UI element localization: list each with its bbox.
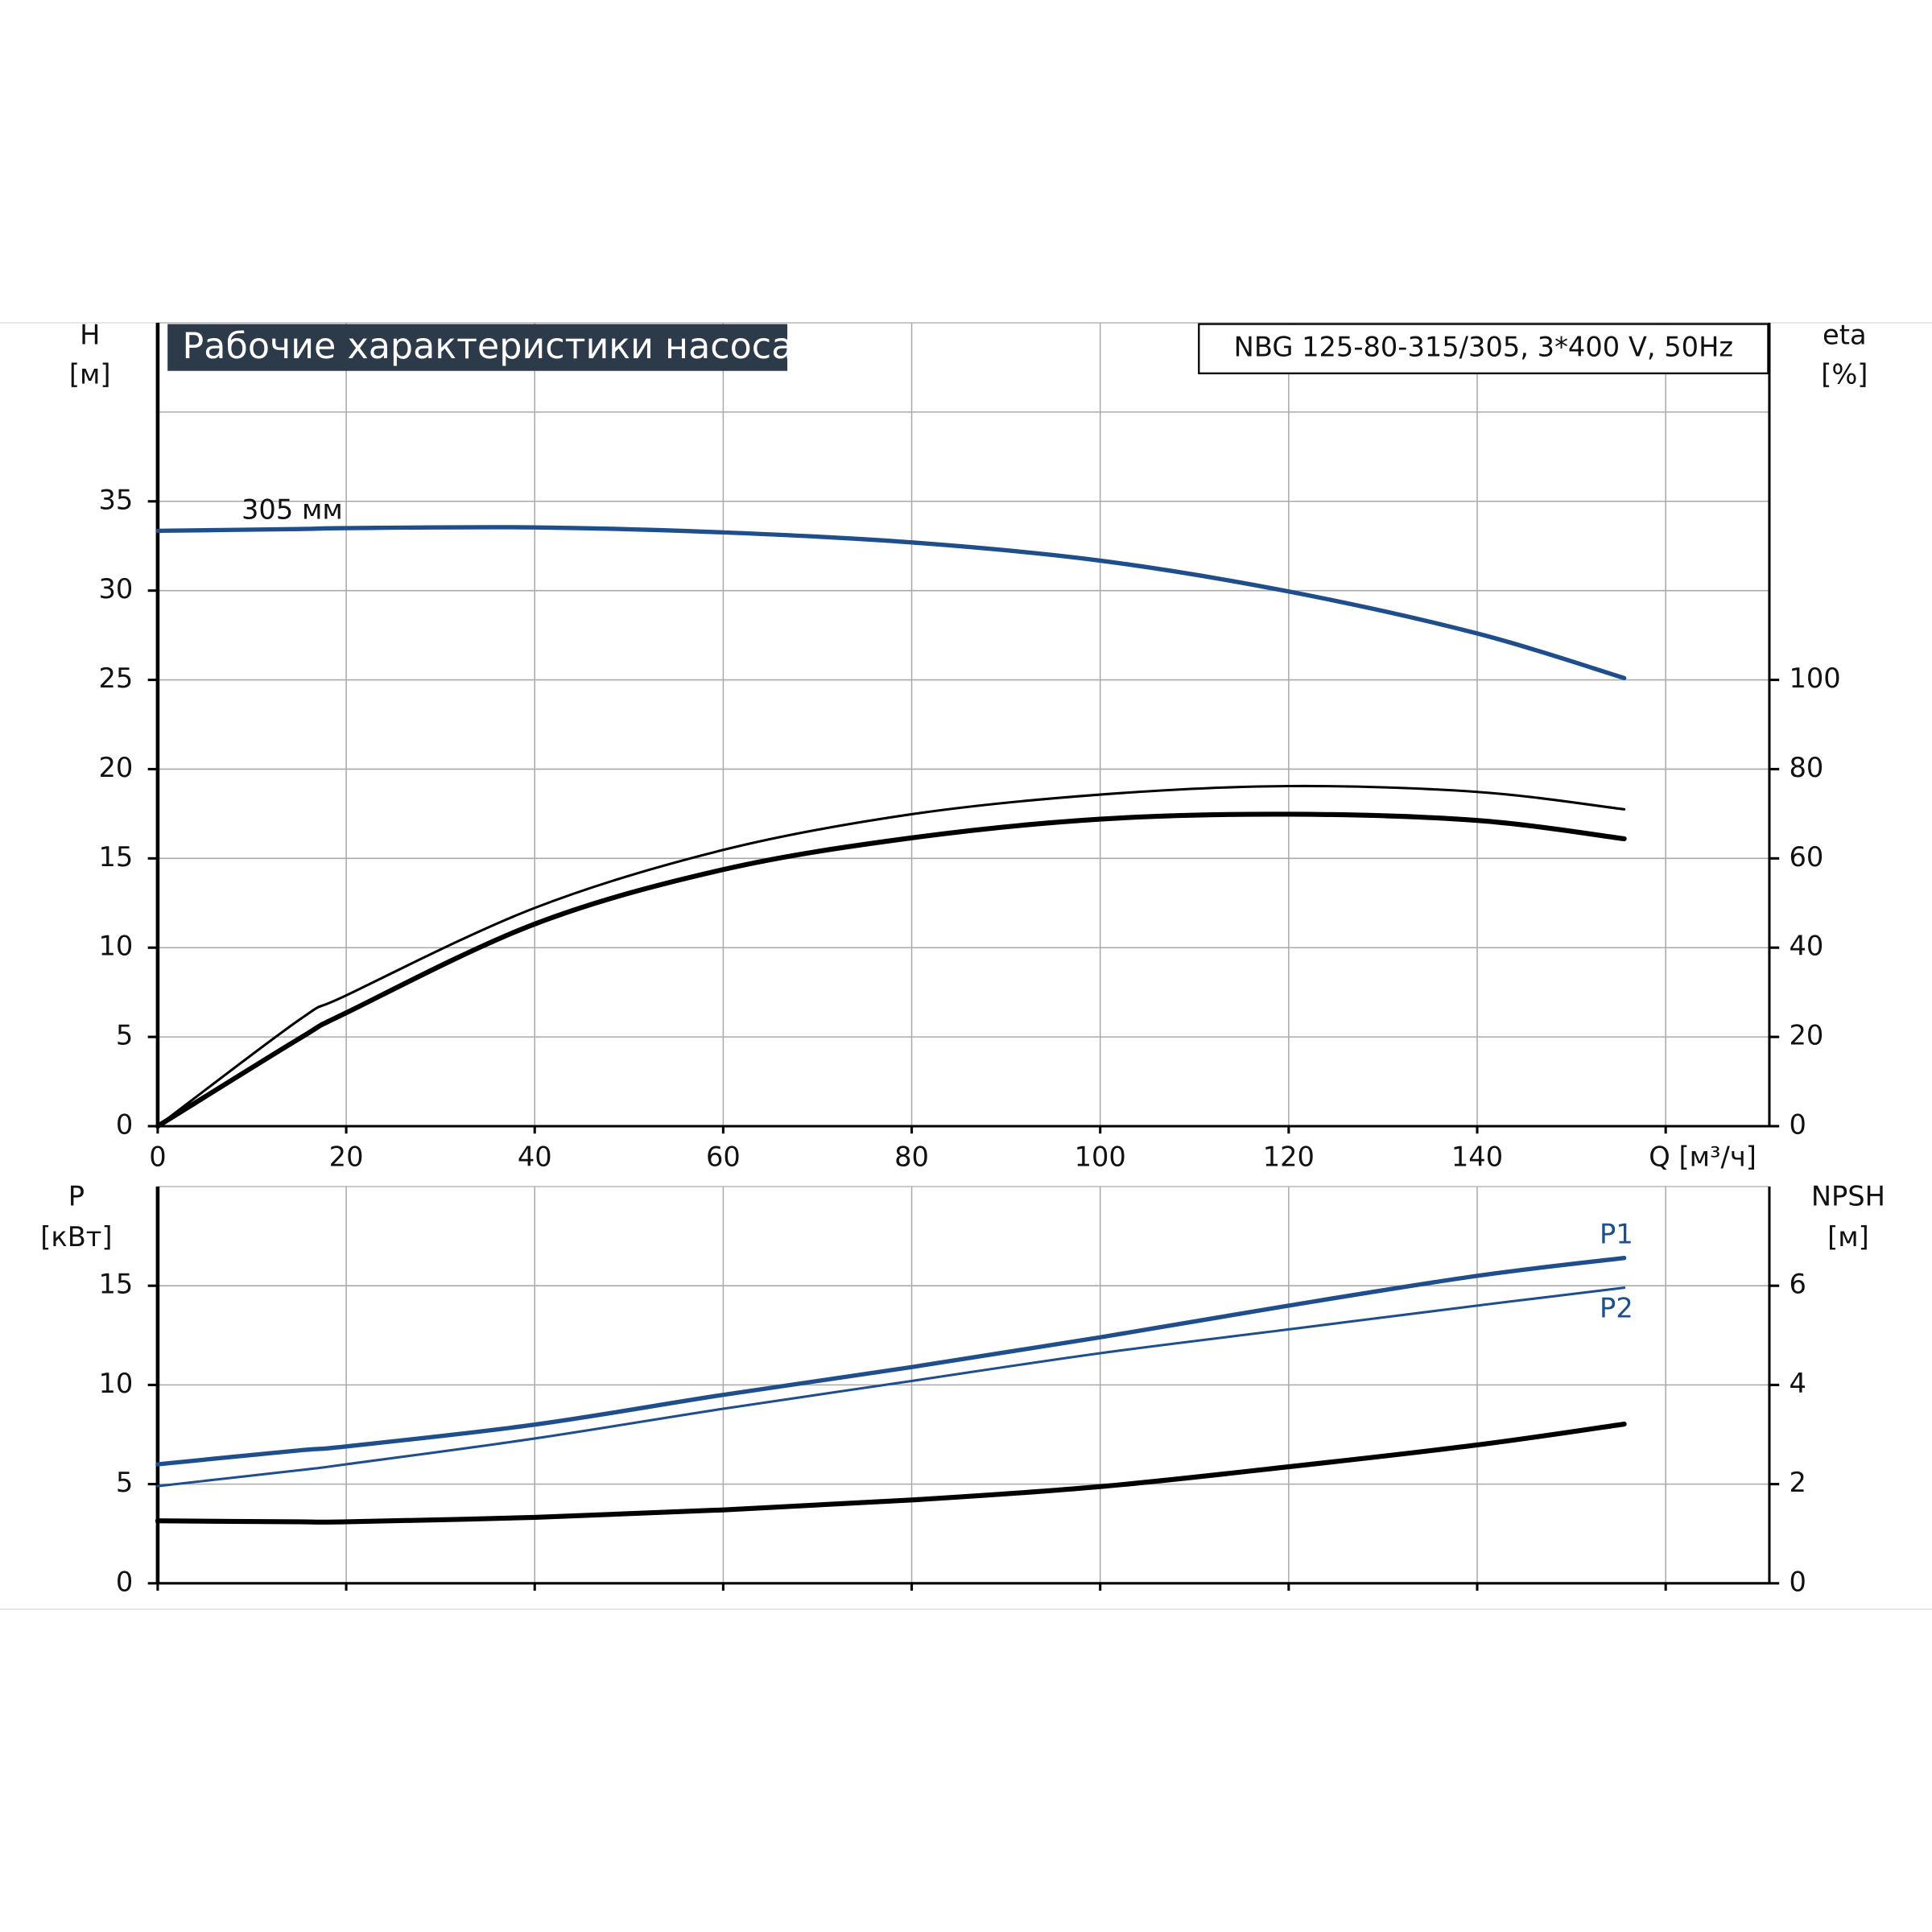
chart-subtitle: NBG 125-80-315/305, 3*400 V, 50Hz bbox=[1234, 332, 1733, 363]
x-tick-label: 100 bbox=[1075, 1141, 1126, 1172]
curve bbox=[155, 525, 1627, 681]
y2-tick-label: 0 bbox=[1789, 1566, 1806, 1597]
y-tick-label: 20 bbox=[98, 752, 133, 783]
curve-annotation: 305 мм bbox=[242, 494, 343, 526]
x-tick-label: Q [м³/ч] bbox=[1649, 1141, 1757, 1172]
y2-axis-label: [м] bbox=[1827, 1221, 1869, 1253]
series-label: P2 bbox=[1600, 1293, 1633, 1324]
plot-area bbox=[157, 322, 1770, 1127]
y-tick-label: 10 bbox=[98, 1368, 133, 1399]
y2-tick-label: 2 bbox=[1789, 1467, 1806, 1498]
y-axis-label: P bbox=[68, 1180, 85, 1212]
y2-tick-label: 0 bbox=[1789, 1108, 1806, 1140]
curve bbox=[155, 1256, 1627, 1467]
y2-tick-label: 20 bbox=[1789, 1020, 1823, 1051]
y-axis-label: [кВт] bbox=[40, 1221, 112, 1253]
y-tick-label: 0 bbox=[116, 1108, 133, 1140]
y2-axis-label: NPSH bbox=[1811, 1180, 1885, 1212]
y2-tick-label: 100 bbox=[1789, 663, 1840, 694]
y2-tick-label: 4 bbox=[1789, 1368, 1806, 1399]
x-tick-label: 60 bbox=[706, 1141, 741, 1172]
y-tick-label: 35 bbox=[98, 484, 133, 515]
y-tick-label: 30 bbox=[98, 573, 133, 605]
series-label: P1 bbox=[1600, 1219, 1633, 1250]
subtitle-box bbox=[1198, 323, 1769, 374]
title-box bbox=[167, 324, 788, 371]
y-tick-label: 25 bbox=[98, 663, 133, 694]
y-tick-label: 5 bbox=[116, 1020, 133, 1051]
chart-title: Рабочие характеристики насоса bbox=[183, 326, 794, 367]
x-tick-label: 40 bbox=[518, 1141, 552, 1172]
curve bbox=[156, 1286, 1626, 1488]
y-tick-label: 5 bbox=[116, 1467, 133, 1498]
y2-tick-label: 60 bbox=[1789, 841, 1823, 873]
y2-axis-label: [%] bbox=[1821, 358, 1868, 390]
y-axis-label: H bbox=[80, 319, 100, 350]
y-tick-label: 0 bbox=[116, 1566, 133, 1597]
curve bbox=[156, 784, 1626, 1128]
y2-axis-label: eta bbox=[1823, 319, 1867, 350]
y2-tick-label: 6 bbox=[1789, 1269, 1806, 1300]
y-tick-label: 15 bbox=[98, 841, 133, 873]
x-tick-label: 20 bbox=[329, 1141, 364, 1172]
y2-tick-label: 80 bbox=[1789, 752, 1823, 783]
x-tick-label: 80 bbox=[894, 1141, 929, 1172]
x-tick-label: 120 bbox=[1263, 1141, 1315, 1172]
y2-tick-label: 40 bbox=[1789, 931, 1823, 962]
x-tick-label: 0 bbox=[149, 1141, 166, 1172]
curve bbox=[155, 811, 1627, 1129]
y-tick-label: 15 bbox=[98, 1269, 133, 1300]
x-tick-label: 140 bbox=[1451, 1141, 1503, 1172]
curve bbox=[155, 1422, 1627, 1525]
y-tick-label: 10 bbox=[98, 931, 133, 962]
y-axis-label: [м] bbox=[69, 358, 111, 390]
